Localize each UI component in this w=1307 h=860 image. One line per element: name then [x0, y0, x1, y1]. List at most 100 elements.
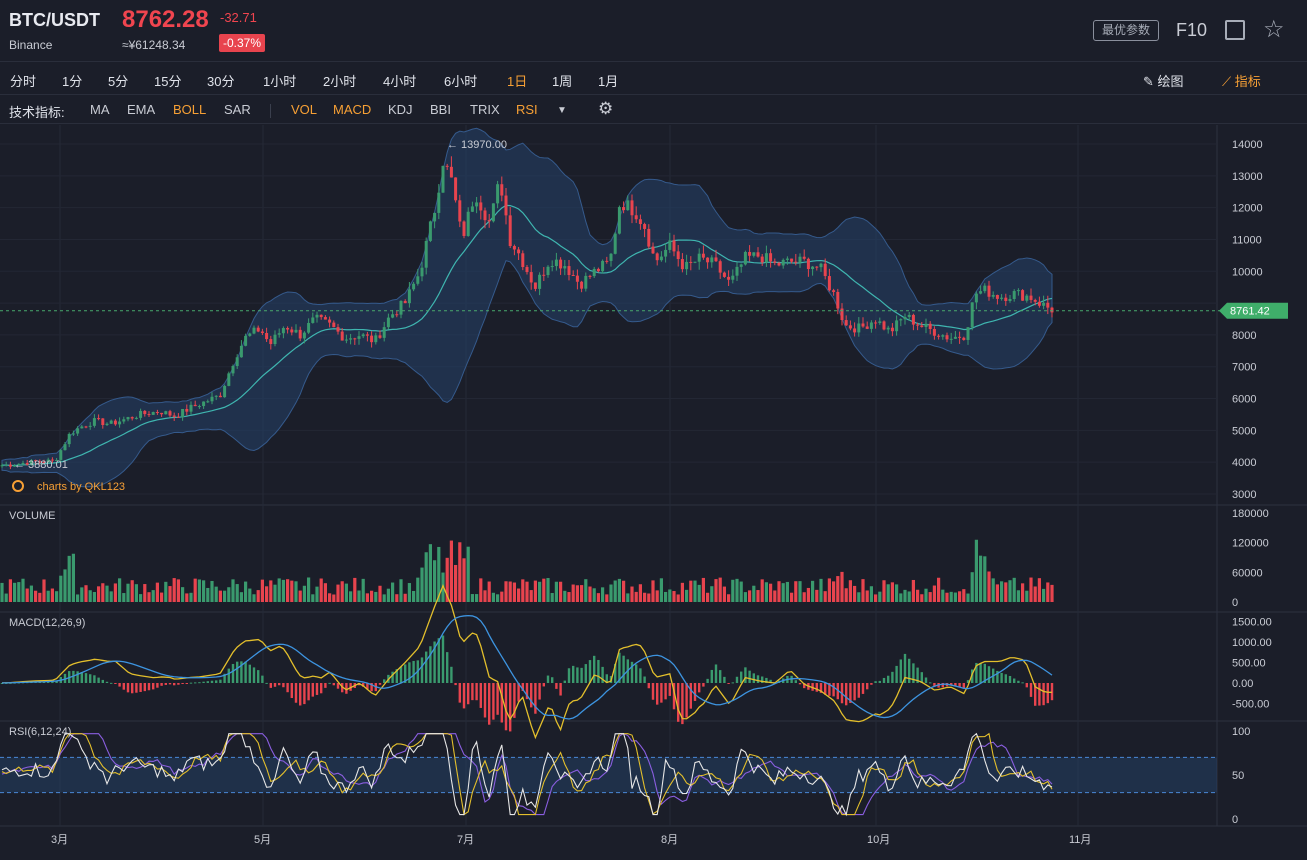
indicator-sar[interactable]: SAR [224, 102, 251, 117]
macd-hist-bar [702, 683, 705, 687]
timeframe-tab[interactable]: 15分 [154, 74, 182, 89]
macd-hist-bar [870, 683, 873, 685]
macd-hist-bar [769, 679, 772, 683]
volume-bar [109, 591, 113, 602]
draw-tool[interactable]: ✎ 绘图 [1143, 71, 1184, 90]
timeframe-tab-active[interactable]: 1日 [507, 74, 528, 89]
macd-hist-bar [504, 683, 508, 731]
volume-bar [903, 589, 907, 602]
candle-body [437, 192, 441, 213]
indicator-macd[interactable]: MACD [333, 102, 372, 117]
macd-hist-bar [101, 679, 104, 683]
indicator-bbi[interactable]: BBI [430, 102, 451, 117]
candle-body [853, 328, 857, 333]
macd-hist-bar [714, 664, 718, 683]
macd-hist-bar [164, 683, 167, 685]
macd-hist-bar [458, 683, 461, 703]
chevron-down-icon[interactable]: ▼ [557, 105, 567, 116]
timeframe-tab[interactable]: 2小时 [323, 74, 357, 89]
candle-body [479, 202, 483, 211]
volume-bar [424, 552, 428, 602]
candle-body [731, 275, 735, 280]
candle-body [596, 268, 600, 272]
candle-body [777, 262, 781, 266]
volume-bar [802, 592, 806, 602]
candle-body [781, 259, 785, 266]
macd-hist-bar [580, 667, 583, 683]
f10-button[interactable]: F10 [1176, 20, 1208, 40]
indicator-rsi[interactable]: RSI [516, 102, 538, 117]
macd-hist-bar [215, 680, 218, 683]
timeframe-tab[interactable]: 5分 [108, 74, 129, 89]
volume-bar [353, 577, 357, 602]
macd-hist-bar [1017, 680, 1020, 683]
macd-hist-bar [819, 683, 823, 693]
star-icon[interactable]: ☆ [1263, 16, 1285, 43]
volume-bar [344, 583, 348, 602]
macd-hist-bar [521, 683, 524, 691]
volume-bar [546, 578, 550, 602]
volume-bar [785, 581, 789, 602]
macd-hist-bar [639, 668, 642, 683]
fullscreen-icon[interactable] [1225, 20, 1245, 40]
macd-hist-bar [110, 682, 113, 684]
volume-bar [701, 577, 705, 602]
candle-body [277, 333, 281, 335]
timeframe-tab[interactable]: 6小时 [444, 74, 478, 89]
indicator-boll[interactable]: BOLL [173, 102, 207, 117]
volume-bar [244, 581, 248, 602]
volume-bar [319, 578, 323, 602]
macd-hist-bar [131, 683, 134, 694]
candle-body [370, 335, 374, 343]
candle-body [685, 261, 689, 270]
macd-hist-bar [156, 683, 159, 688]
candle-body [592, 268, 596, 277]
timeframe-tab[interactable]: 4小时 [383, 74, 417, 89]
optimal-params-button[interactable]: 最优参数 [1093, 20, 1160, 41]
indicator-kdj[interactable]: KDJ [388, 102, 413, 117]
chart-area[interactable]: ← 13970.00 ← 3880.01 charts by QKL123 8761.… [0, 125, 1307, 860]
timeframe-tab[interactable]: 30分 [207, 74, 235, 89]
macd-hist-bar [118, 683, 121, 687]
candle-body [214, 395, 218, 397]
volume-bar [483, 590, 487, 602]
macd-hist-bar [223, 673, 226, 683]
current-price-value: 8761.42 [1230, 306, 1270, 318]
timeframe-tab[interactable]: 1分 [62, 74, 83, 89]
volume-bar [630, 586, 634, 602]
macd-hist-bar [593, 655, 596, 683]
volume-title: VOLUME [9, 510, 55, 522]
volume-bar [378, 585, 382, 602]
indicator-vol[interactable]: VOL [291, 102, 318, 117]
macd-hist-bar [912, 663, 915, 683]
candle-body [13, 465, 17, 467]
timeframe-tab[interactable]: 1月 [598, 74, 619, 89]
indicator-ema[interactable]: EMA [127, 102, 156, 117]
volume-bar [206, 587, 210, 602]
volume-bar [399, 579, 403, 602]
volume-bar [920, 594, 924, 602]
timeframe-tab[interactable]: 1周 [552, 74, 573, 89]
indicator-trix[interactable]: TRIX [470, 102, 500, 117]
volume-bar [764, 582, 768, 602]
pair-title[interactable]: BTC/USDT [9, 10, 100, 30]
indicator-tool[interactable]: ⟋ 指标 [1222, 71, 1261, 90]
macd-hist-bar [677, 683, 680, 722]
candle-body [441, 165, 445, 193]
indicator-ma[interactable]: MA [90, 102, 110, 117]
volume-bar [815, 589, 819, 602]
candle-body [819, 263, 823, 268]
timeframe-tab[interactable]: 分时 [10, 74, 37, 89]
rsi-tick-label: 100 [1232, 726, 1250, 738]
volume-bar [676, 594, 680, 602]
volume-bar [617, 578, 621, 602]
macd-hist-bar [420, 657, 424, 683]
macd-hist-bar [693, 683, 697, 701]
macd-hist-bar [1008, 675, 1012, 683]
timeframe-tab[interactable]: 1小时 [263, 74, 297, 89]
macd-hist-bar [362, 683, 365, 687]
macd-hist-bar [47, 681, 50, 683]
gear-icon[interactable]: ⚙ [598, 99, 614, 118]
candle-body [626, 200, 630, 211]
macd-hist-bar [236, 661, 239, 683]
